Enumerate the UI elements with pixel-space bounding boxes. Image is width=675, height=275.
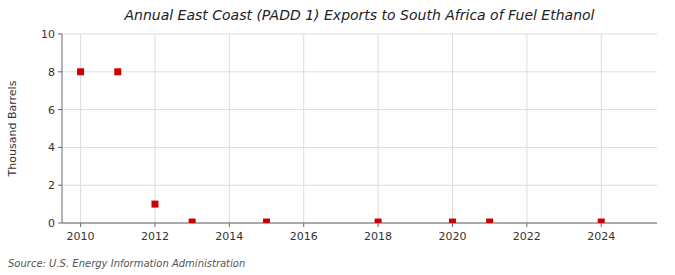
grid-line-x [452, 34, 453, 223]
point [263, 219, 270, 223]
grid-line-x [526, 34, 527, 223]
point [77, 68, 84, 75]
x-tick [601, 223, 602, 227]
axes: 2010 2012 2014 2016 2018 2020 2022 2024 0 2 4 6 8 10 [41, 28, 657, 243]
y-tick-label: 2 [48, 179, 55, 192]
grid-line-y [62, 223, 657, 224]
grid-line-y [62, 185, 657, 186]
y-tick-label: 0 [48, 217, 55, 230]
grid-line-y [62, 34, 657, 35]
points [77, 68, 605, 223]
point [375, 219, 382, 223]
x-tick [154, 223, 155, 227]
grid-line-y [62, 109, 657, 110]
x-tick-label: 2012 [141, 230, 169, 243]
y-axis-line [62, 34, 63, 223]
point [189, 219, 196, 223]
grid-line-y [62, 71, 657, 72]
x-tick-label: 2010 [67, 230, 95, 243]
y-tick-label: 10 [41, 28, 55, 41]
x-tick-label: 2020 [438, 230, 466, 243]
x-axis-line [62, 223, 657, 224]
x-tick-label: 2024 [587, 230, 615, 243]
y-tick [58, 185, 62, 186]
y-tick [58, 109, 62, 110]
y-tick [58, 223, 62, 224]
y-tick-label: 8 [48, 66, 55, 79]
y-axis-label: Thousand Barrels [6, 80, 19, 177]
y-tick-label: 4 [48, 141, 55, 154]
title: Annual East Coast (PADD 1) Exports to So… [123, 7, 594, 23]
point [486, 219, 493, 223]
x-tick [229, 223, 230, 227]
x-tick [526, 223, 527, 227]
chart-container: 2010 2012 2014 2016 2018 2020 2022 2024 0 2 4 6 8 10 T… [0, 0, 675, 275]
x-tick [303, 223, 304, 227]
y-tick [58, 71, 62, 72]
grid [62, 34, 657, 223]
x-tick [452, 223, 453, 227]
grid-line-x [378, 34, 379, 223]
grid-line-x [80, 34, 81, 223]
x-tick-label: 2016 [290, 230, 318, 243]
y-tick-label: 6 [48, 104, 55, 117]
x-tick-label: 2018 [364, 230, 392, 243]
point [151, 201, 158, 208]
chart: 2010 2012 2014 2016 2018 2020 2022 2024 0 2 4 6 8 10 T… [0, 0, 675, 275]
grid-line-x [601, 34, 602, 223]
x-tick-label: 2014 [215, 230, 243, 243]
point [598, 219, 605, 223]
grid-line-y [62, 147, 657, 148]
y-tick [58, 147, 62, 148]
point [449, 219, 456, 223]
point [114, 68, 121, 75]
y-tick [58, 34, 62, 35]
grid-line-x [303, 34, 304, 223]
grid-line-x [154, 34, 155, 223]
x-tick [378, 223, 379, 227]
source: Source: U.S. Energy Information Administ… [8, 258, 245, 269]
grid-line-x [229, 34, 230, 223]
x-tick [80, 223, 81, 227]
x-tick-label: 2022 [513, 230, 541, 243]
